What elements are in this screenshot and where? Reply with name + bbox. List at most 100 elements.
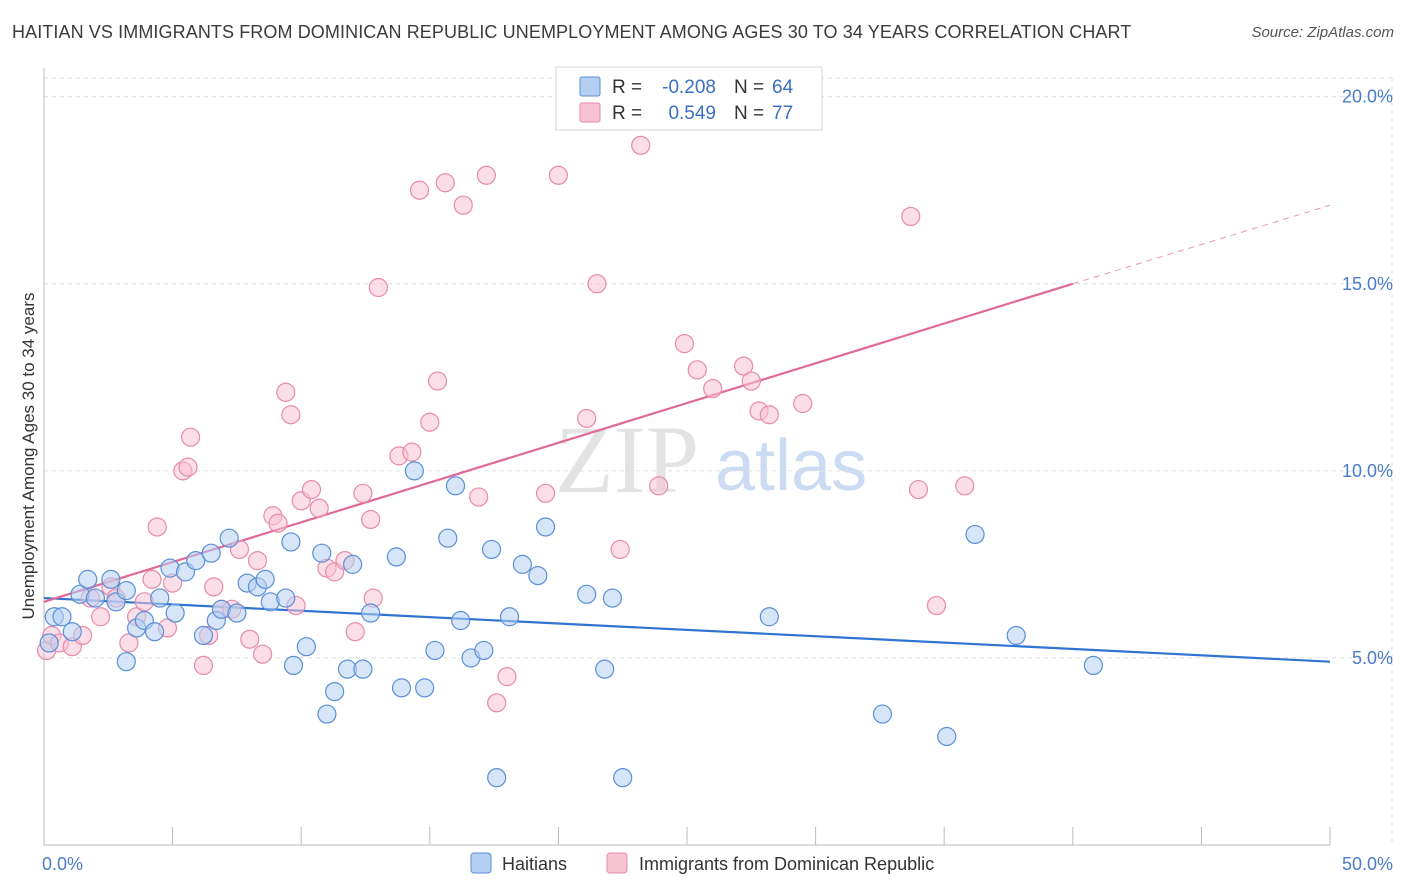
haitian-point[interactable]: [343, 554, 363, 574]
dominican-point[interactable]: [368, 277, 388, 298]
haitian-point[interactable]: [78, 569, 98, 589]
legend-swatch-haitians[interactable]: [470, 852, 492, 874]
dominican-point[interactable]: [469, 487, 489, 507]
haitian-point[interactable]: [353, 659, 373, 679]
haitian-point[interactable]: [227, 603, 247, 623]
haitian-point[interactable]: [85, 588, 106, 608]
haitian-point[interactable]: [150, 588, 170, 608]
dominican-point[interactable]: [741, 371, 761, 391]
dominican-point[interactable]: [548, 165, 569, 185]
haitian-point[interactable]: [116, 652, 136, 672]
haitian-point[interactable]: [52, 607, 72, 627]
dominican-point[interactable]: [610, 539, 630, 560]
dominican-point[interactable]: [453, 195, 473, 215]
dominican-point[interactable]: [674, 334, 695, 354]
dominican-point[interactable]: [587, 274, 607, 294]
dominican-point[interactable]: [247, 551, 268, 571]
haitian-point[interactable]: [438, 528, 458, 548]
dominican-point[interactable]: [703, 378, 723, 399]
haitian-point[interactable]: [937, 726, 957, 747]
dominican-point[interactable]: [420, 412, 440, 432]
dominican-point[interactable]: [361, 509, 381, 530]
haitian-point[interactable]: [499, 607, 520, 627]
legend-swatch-dominican[interactable]: [606, 852, 628, 874]
dominican-point[interactable]: [142, 569, 162, 589]
dominican-point[interactable]: [649, 476, 669, 496]
dominican-point[interactable]: [476, 165, 496, 185]
legend-label-dominican[interactable]: Immigrants from Dominican Republic: [639, 854, 934, 874]
haitian-point[interactable]: [512, 554, 532, 574]
haitian-point[interactable]: [415, 678, 435, 698]
haitian-point[interactable]: [281, 532, 301, 552]
dominican-point[interactable]: [276, 382, 296, 402]
haitian-point[interactable]: [193, 625, 214, 646]
haitian-point[interactable]: [595, 659, 615, 679]
dominican-point[interactable]: [793, 393, 813, 414]
haitian-point[interactable]: [487, 768, 507, 788]
haitian-point[interactable]: [425, 640, 445, 661]
haitian-point[interactable]: [116, 580, 136, 601]
dominican-point[interactable]: [631, 135, 651, 155]
haitian-point[interactable]: [101, 569, 121, 589]
haitian-point[interactable]: [296, 637, 316, 657]
dominican-point[interactable]: [901, 206, 921, 227]
haitian-point[interactable]: [62, 622, 82, 642]
dominican-point[interactable]: [955, 476, 975, 496]
haitian-point[interactable]: [283, 655, 304, 676]
haitian-point[interactable]: [317, 704, 337, 724]
haitian-point[interactable]: [577, 584, 597, 604]
dominican-point[interactable]: [268, 513, 288, 533]
haitian-point[interactable]: [474, 640, 494, 661]
haitian-point[interactable]: [186, 551, 206, 571]
dominican-point[interactable]: [427, 371, 448, 391]
haitian-point[interactable]: [528, 566, 548, 586]
dominican-point[interactable]: [181, 427, 201, 447]
haitian-point[interactable]: [386, 547, 406, 567]
haitian-point[interactable]: [965, 524, 985, 545]
dominican-point[interactable]: [733, 356, 754, 376]
haitian-point[interactable]: [1006, 625, 1026, 646]
haitian-point[interactable]: [312, 543, 332, 563]
legend-label-haitians[interactable]: Haitians: [502, 854, 567, 874]
dominican-point[interactable]: [281, 405, 301, 425]
haitian-point[interactable]: [872, 704, 893, 724]
dominican-point[interactable]: [204, 577, 224, 597]
dominican-point[interactable]: [240, 629, 260, 649]
haitian-point[interactable]: [535, 517, 556, 537]
haitian-point[interactable]: [325, 681, 345, 702]
haitian-point[interactable]: [201, 543, 221, 563]
dominican-point[interactable]: [353, 483, 373, 503]
haitian-point[interactable]: [276, 588, 296, 608]
haitian-point[interactable]: [361, 603, 381, 623]
dominican-point[interactable]: [435, 173, 455, 193]
haitian-point[interactable]: [1083, 655, 1103, 676]
dominican-point[interactable]: [687, 360, 707, 380]
dominican-point[interactable]: [301, 479, 322, 500]
haitian-point[interactable]: [451, 610, 471, 631]
dominican-point[interactable]: [535, 483, 556, 503]
dominican-point[interactable]: [908, 479, 929, 500]
haitian-point[interactable]: [255, 569, 275, 589]
haitian-point[interactable]: [602, 588, 623, 608]
haitian-point[interactable]: [759, 607, 779, 627]
dominican-point[interactable]: [487, 693, 507, 713]
dominican-point[interactable]: [497, 667, 517, 687]
dominican-point[interactable]: [759, 405, 779, 425]
dominican-point[interactable]: [345, 622, 365, 642]
dominican-point[interactable]: [178, 457, 198, 477]
haitian-point[interactable]: [219, 528, 239, 548]
dominican-point[interactable]: [402, 442, 422, 462]
haitian-point[interactable]: [391, 678, 412, 698]
haitian-point[interactable]: [144, 622, 165, 642]
haitian-point[interactable]: [481, 539, 502, 560]
dominican-point[interactable]: [147, 517, 167, 537]
dominican-point[interactable]: [90, 607, 111, 627]
haitian-point[interactable]: [39, 633, 59, 653]
haitian-point[interactable]: [613, 768, 633, 788]
dominican-point[interactable]: [926, 595, 947, 616]
dominican-point[interactable]: [193, 655, 214, 676]
haitian-point[interactable]: [165, 603, 185, 623]
dominican-point[interactable]: [309, 498, 329, 518]
dominican-point[interactable]: [409, 180, 430, 200]
haitian-point[interactable]: [404, 461, 424, 481]
